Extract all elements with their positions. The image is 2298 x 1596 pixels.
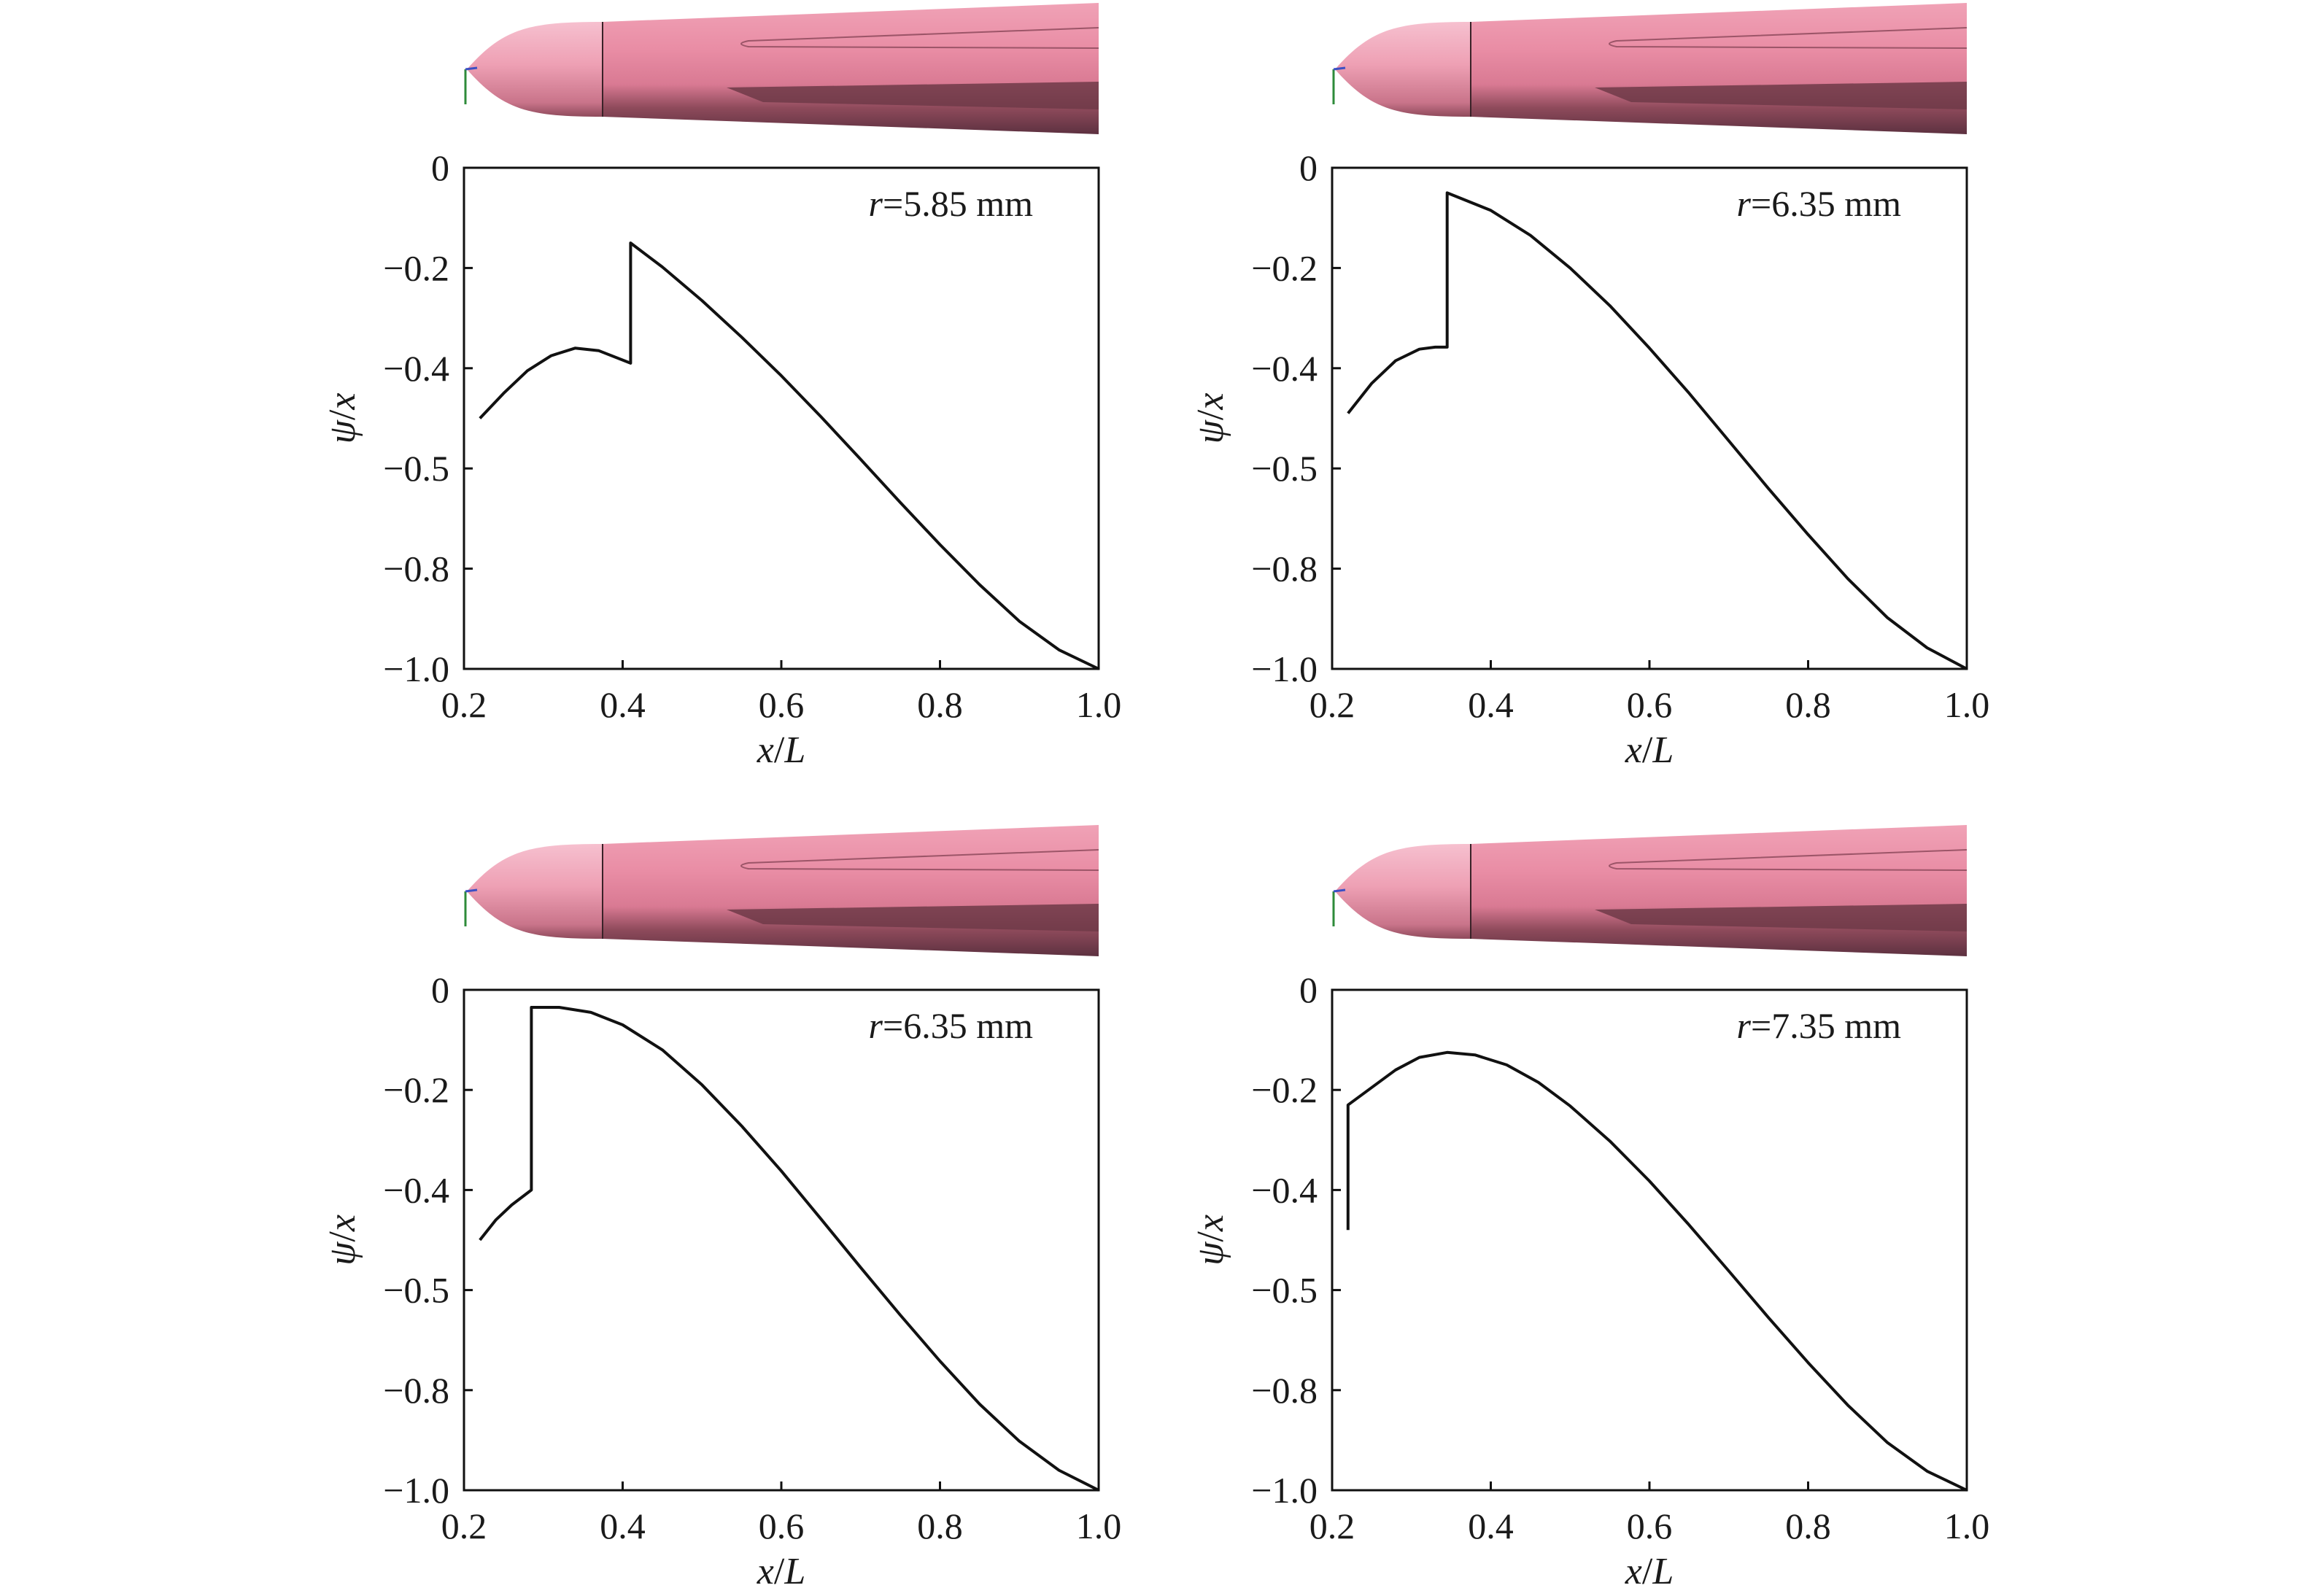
projectile-nose [467, 844, 603, 939]
y-axis-label: ψ/x [322, 393, 363, 444]
projectile-cylinder [603, 3, 1099, 134]
x-tick-label: 0.6 [1627, 1506, 1673, 1546]
x-tick-label: 0.8 [1785, 1506, 1831, 1546]
series-line [1347, 191, 1968, 670]
triad-x-axis [1333, 66, 1346, 71]
y-tick-label: −0.4 [383, 1169, 449, 1210]
y-tick-label: −0.2 [383, 247, 449, 288]
projectile-contour [1609, 849, 1968, 871]
chart-panel-2: 0.2 0.4 0.6 0.8 1.0 0 −0.2 −0.4 −0.5 −0.8 −1.0 x/L ψ… [1190, 147, 1989, 771]
x-tick-label: 0.6 [1627, 684, 1673, 725]
y-tick-label: −0.2 [1251, 1069, 1318, 1110]
x-tick-label: 0.2 [441, 684, 487, 725]
projectile-cylinder [603, 825, 1099, 956]
series-line [1346, 1050, 1968, 1492]
y-tick-label: −1.0 [1251, 648, 1318, 689]
projectile-shadow-band [727, 82, 1099, 109]
y-tick-label: −1.0 [383, 648, 449, 689]
y-tick-label: −1.0 [383, 1470, 449, 1511]
y-tick-label: −0.4 [1251, 348, 1318, 389]
triad-x-axis [465, 66, 478, 71]
x-tick-label: 0.6 [759, 1506, 805, 1546]
y-tick-label: −0.4 [383, 348, 449, 389]
chart-panel-4: 0.2 0.4 0.6 0.8 1.0 0 −0.2 −0.4 −0.5 −0.8 −1.0 x/L ψ… [1190, 969, 1989, 1592]
y-tick-label: −0.5 [1251, 1270, 1318, 1311]
y-tick-label: −0.8 [1251, 1370, 1318, 1411]
x-axis-label: x/L [757, 729, 805, 771]
x-tick-label: 0.6 [759, 684, 805, 725]
radius-annotation: r=5.85 mm [869, 183, 1034, 224]
y-tick-label: −0.2 [1251, 247, 1318, 288]
x-tick-label: 0.2 [441, 1506, 487, 1546]
series-line [479, 1006, 1099, 1492]
radius-annotation: r=6.35 mm [869, 1005, 1034, 1046]
projectile-nose [467, 22, 603, 117]
x-axis-label: x/L [757, 1551, 805, 1592]
x-tick-label: 0.4 [600, 684, 646, 725]
y-tick-label: −0.2 [383, 1069, 449, 1110]
projectile-cylinder [1471, 825, 1967, 956]
x-tick-label: 0.8 [917, 1506, 963, 1546]
axes-frame [463, 988, 1100, 1492]
y-tick-label: −0.5 [383, 448, 449, 489]
x-tick-label: 1.0 [1076, 1506, 1122, 1546]
x-tick-label: 0.4 [600, 1506, 646, 1546]
radius-annotation: r=7.35 mm [1737, 1005, 1902, 1046]
y-tick-label: 0 [431, 969, 449, 1010]
axes-frame [1331, 988, 1968, 1492]
projectile-nose [1335, 844, 1471, 939]
projectile-body-4 [1332, 825, 1968, 956]
projectile-body-3 [464, 825, 1099, 956]
y-tick-label: 0 [1299, 969, 1318, 1010]
axes-frame [463, 166, 1100, 670]
projectile-shadow-band [727, 904, 1099, 931]
projectile-contour [1609, 27, 1968, 49]
x-tick-label: 0.8 [1785, 684, 1831, 725]
triad-x-axis [1333, 888, 1346, 893]
y-tick-label: −0.5 [383, 1270, 449, 1311]
y-tick-label: −0.8 [1251, 549, 1318, 589]
y-tick-label: 0 [1299, 147, 1318, 188]
projectile-cylinder [1471, 3, 1967, 134]
y-tick-label: 0 [431, 147, 449, 188]
x-tick-label: 0.8 [917, 684, 963, 725]
projectile-nose [1335, 22, 1471, 117]
y-tick-label: −1.0 [1251, 1470, 1318, 1511]
x-tick-label: 1.0 [1076, 684, 1122, 725]
series-line [479, 241, 1099, 670]
y-tick-label: −0.8 [383, 549, 449, 589]
projectile-shadow-band [1595, 904, 1967, 931]
projectile-shadow-band [1595, 82, 1967, 109]
x-tick-label: 0.2 [1309, 684, 1355, 725]
x-axis-label: x/L [1625, 729, 1674, 771]
y-axis-label: ψ/x [1190, 393, 1231, 444]
projectile-body-1 [464, 3, 1099, 134]
projectile-body-2 [1332, 3, 1968, 134]
x-tick-label: 0.4 [1468, 1506, 1514, 1546]
x-tick-label: 1.0 [1944, 1506, 1990, 1546]
radius-annotation: r=6.35 mm [1737, 183, 1902, 224]
y-axis-label: ψ/x [1190, 1215, 1231, 1266]
x-tick-label: 1.0 [1944, 684, 1990, 725]
x-tick-label: 0.4 [1468, 684, 1514, 725]
chart-panel-3: 0.2 0.4 0.6 0.8 1.0 0 −0.2 −0.4 −0.5 −0.8 −1.0 x/L ψ… [322, 969, 1121, 1592]
y-tick-label: −0.4 [1251, 1169, 1318, 1210]
y-axis-label: ψ/x [322, 1215, 363, 1266]
projectile-contour [740, 27, 1099, 49]
x-tick-label: 0.2 [1309, 1506, 1355, 1546]
y-tick-label: −0.5 [1251, 448, 1318, 489]
chart-panel-1: 0.2 0.4 0.6 0.8 1.0 0 −0.2 −0.4 −0.5 −0.8 −1.0 x/L ψ… [322, 147, 1121, 771]
y-tick-label: −0.8 [383, 1370, 449, 1411]
axes-frame [1331, 166, 1968, 670]
x-axis-label: x/L [1625, 1551, 1674, 1592]
triad-x-axis [465, 888, 478, 893]
projectile-contour [740, 849, 1099, 871]
